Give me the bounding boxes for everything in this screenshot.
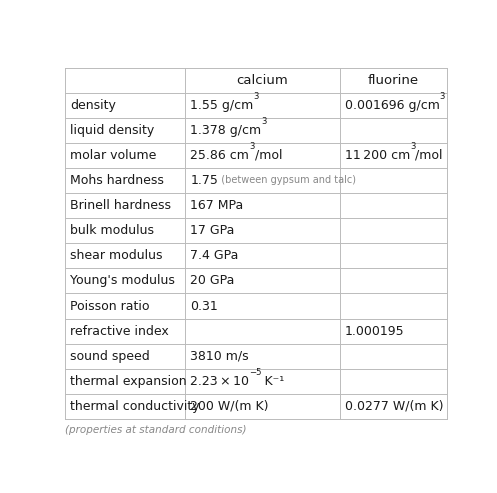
Text: 3: 3 bbox=[410, 142, 415, 151]
Text: sound speed: sound speed bbox=[70, 350, 150, 363]
Text: 3: 3 bbox=[249, 142, 254, 151]
Text: −5: −5 bbox=[249, 368, 262, 377]
Text: 2.23 × 10: 2.23 × 10 bbox=[190, 375, 249, 388]
Text: Mohs hardness: Mohs hardness bbox=[70, 174, 164, 187]
Text: liquid density: liquid density bbox=[70, 124, 155, 137]
Text: 11 200 cm: 11 200 cm bbox=[345, 149, 410, 162]
Text: 1.000195: 1.000195 bbox=[345, 325, 405, 338]
Text: molar volume: molar volume bbox=[70, 149, 157, 162]
Text: thermal expansion: thermal expansion bbox=[70, 375, 187, 388]
Text: 20 GPa: 20 GPa bbox=[190, 275, 235, 287]
Text: K⁻¹: K⁻¹ bbox=[262, 375, 284, 388]
Text: 0.31: 0.31 bbox=[190, 300, 218, 313]
Text: fluorine: fluorine bbox=[368, 73, 418, 87]
Text: 0.0277 W/(m K): 0.0277 W/(m K) bbox=[345, 400, 443, 413]
Text: 3: 3 bbox=[253, 92, 259, 101]
Text: (properties at standard conditions): (properties at standard conditions) bbox=[65, 425, 247, 435]
Text: 1.378 g/cm: 1.378 g/cm bbox=[190, 124, 261, 137]
Text: 1.55 g/cm: 1.55 g/cm bbox=[190, 99, 253, 112]
Text: 200 W/(m K): 200 W/(m K) bbox=[190, 400, 269, 413]
Text: 3: 3 bbox=[440, 92, 445, 101]
Text: calcium: calcium bbox=[237, 73, 288, 87]
Text: bulk modulus: bulk modulus bbox=[70, 224, 154, 237]
Text: shear modulus: shear modulus bbox=[70, 249, 163, 262]
Text: /mol: /mol bbox=[415, 149, 443, 162]
Text: thermal conductivity: thermal conductivity bbox=[70, 400, 200, 413]
Text: Young's modulus: Young's modulus bbox=[70, 275, 175, 287]
Text: 3810 m/s: 3810 m/s bbox=[190, 350, 249, 363]
Text: 17 GPa: 17 GPa bbox=[190, 224, 235, 237]
Text: 167 MPa: 167 MPa bbox=[190, 199, 244, 212]
Text: density: density bbox=[70, 99, 116, 112]
Text: refractive index: refractive index bbox=[70, 325, 169, 338]
Text: 0.001696 g/cm: 0.001696 g/cm bbox=[345, 99, 440, 112]
Text: Poisson ratio: Poisson ratio bbox=[70, 300, 150, 313]
Text: 7.4 GPa: 7.4 GPa bbox=[190, 249, 239, 262]
Text: /mol: /mol bbox=[254, 149, 282, 162]
Text: 3: 3 bbox=[261, 117, 267, 126]
Text: (between gypsum and talc): (between gypsum and talc) bbox=[215, 176, 356, 185]
Text: 1.75: 1.75 bbox=[190, 174, 218, 187]
Text: 25.86 cm: 25.86 cm bbox=[190, 149, 249, 162]
Text: Brinell hardness: Brinell hardness bbox=[70, 199, 171, 212]
